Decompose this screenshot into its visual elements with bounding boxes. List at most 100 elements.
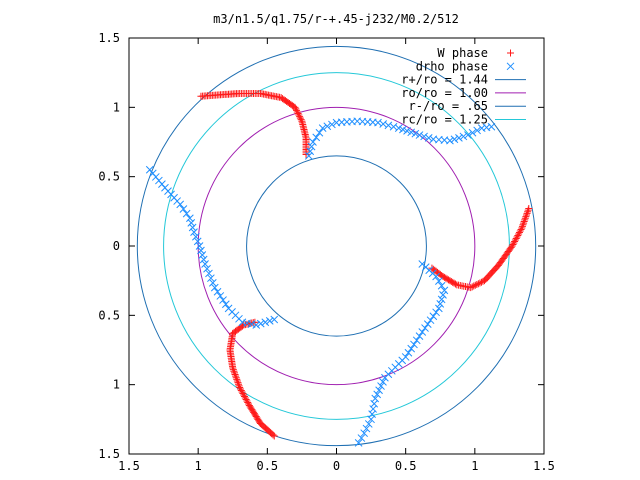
y-tick-label-4: 0.5 (98, 308, 120, 322)
series-1-arm-2-point-20 (203, 264, 211, 273)
series-1-arm-1-point-21 (407, 344, 416, 353)
series-1-arm-1-point-4 (432, 272, 440, 281)
series-1-arm-2-point-4 (252, 321, 261, 329)
series-1-arm-2-point-12 (221, 300, 230, 309)
series-0-arm-0-point-63 (294, 109, 302, 117)
series-1-arm-0-point-5 (315, 128, 324, 137)
series-0-arm-1-point-53 (476, 279, 484, 287)
series-1-arm-0-point-36 (464, 131, 472, 139)
series-1-arm-1-point-7 (440, 286, 449, 295)
series-1-arm-0-point-27 (420, 132, 428, 141)
series-0-arm-2-point-31 (240, 391, 248, 399)
series-1-arm-2-point-19 (205, 269, 213, 278)
series-1-arm-1-point-19 (412, 336, 421, 345)
series-0-arm-2-point-40 (233, 377, 241, 385)
reference-circles (136, 45, 537, 447)
series-1-arm-0-point-19 (384, 121, 393, 130)
series-0-arm-2-point-32 (239, 389, 247, 397)
series-1-arm-0-point-24 (407, 128, 416, 137)
series-1-arm-2-point-26 (193, 237, 202, 246)
series-0-arm-0-point-62 (293, 108, 301, 116)
series-1-arm-2-point-44 (145, 165, 154, 174)
series-0-arm-0-point-60 (292, 105, 300, 113)
series-1-arm-2-point-29 (188, 223, 197, 232)
series-1-arm-0-point-3 (309, 138, 317, 146)
series-0-arm-2-point-37 (235, 382, 243, 390)
series-1-arm-2-point-21 (201, 260, 209, 268)
series-1-arm-1-point-10 (436, 300, 445, 308)
series-0-arm-2-point-35 (236, 385, 244, 393)
series-1-arm-0-point-26 (415, 131, 424, 139)
series-1-arm-0-point-34 (455, 133, 463, 142)
series-0-arm-0-point-61 (293, 106, 301, 114)
series-0-arm-1-point-3 (523, 209, 531, 217)
series-1-arm-1-point-20 (410, 340, 418, 349)
series-1-arm-0-point-37 (468, 128, 477, 137)
series-0-arm-1-point-19 (512, 234, 520, 242)
series-1-arm-1-point-32 (375, 386, 383, 395)
legend-label-2: r+/ro = 1.44 (401, 73, 488, 87)
series-0-arm-1-point-6 (521, 214, 529, 222)
circle-0 (136, 45, 537, 447)
series-0-arm-1-point-9 (520, 219, 528, 227)
y-tick-label-2: 0.5 (98, 170, 120, 184)
series-0-arm-2-point-24 (245, 401, 253, 409)
series-1-arm-2-point-16 (210, 283, 219, 292)
series-1-arm-2-point-28 (190, 228, 198, 236)
series-0-arm-0-point-65 (296, 113, 304, 121)
series-0-arm-1-point-56 (471, 281, 479, 289)
series-0-arm-2-point-25 (245, 400, 253, 408)
legend-label-3: ro/ro = 1.00 (401, 86, 488, 100)
series-0-arm-1-point-11 (518, 222, 526, 230)
x-tick-label-3: 0 (333, 459, 340, 473)
series-1-arm-0-point-8 (328, 120, 336, 129)
series-0-arm-2-point-39 (234, 379, 242, 387)
series-1-arm-1-point-13 (429, 312, 438, 321)
series-1-arm-0-point-32 (446, 136, 454, 145)
series-0-arm-1-point-7 (521, 216, 529, 224)
series-0-arm-1-point-12 (518, 224, 526, 232)
series-1-arm-1-point-18 (415, 332, 424, 340)
series-0-arm-2-point-44 (231, 370, 239, 378)
series-1-arm-0-point-4 (312, 133, 321, 142)
series-1-arm-2-point-32 (182, 209, 191, 218)
series-1-arm-1-point-40 (362, 424, 371, 433)
series-0-arm-2-point-41 (233, 375, 241, 383)
series-1-arm-0-point-17 (374, 118, 382, 127)
series-0 (197, 89, 533, 440)
series-0-arm-1-point-16 (515, 230, 523, 238)
series-0-arm-2-point-28 (242, 395, 250, 403)
series-1-arm-1-point-30 (379, 378, 387, 386)
series-0-arm-2-point-36 (236, 383, 244, 391)
series-1-arm-1-point-6 (437, 281, 446, 290)
y-tick-label-5: 1 (113, 378, 120, 392)
series-0-arm-2-point-27 (243, 397, 251, 405)
series-0-arm-2-point-45 (230, 369, 238, 377)
series-1-arm-1-point-5 (435, 277, 443, 285)
series-0-arm-1-point-84 (429, 265, 437, 273)
series-0-arm-1-point-10 (519, 221, 527, 229)
series-layer (145, 89, 533, 447)
series-0-arm-1-point-4 (522, 211, 530, 219)
y-tick-label-6: 1.5 (98, 447, 120, 461)
series-1-arm-1-point-9 (437, 295, 446, 304)
series-1-arm-0-point-22 (399, 125, 407, 134)
series-1-arm-2-point-14 (216, 292, 225, 300)
series-0-arm-2-point-46 (230, 367, 238, 375)
series-0-arm-1-point-23 (509, 240, 517, 248)
series-1-arm-2-point-23 (198, 251, 207, 259)
legend-label-0: W phase (437, 46, 488, 60)
series-1-arm-2-point-17 (208, 279, 217, 287)
series-1-arm-1-point-22 (404, 348, 413, 357)
legend-label-5: rc/ro = 1.25 (401, 113, 488, 127)
series-1-arm-0-point-28 (424, 133, 433, 142)
series-0-arm-2-point-38 (235, 380, 243, 388)
series-0-arm-1-point-21 (511, 237, 519, 245)
series-1-arm-0-point-20 (389, 122, 398, 131)
series-1-arm-1-point-14 (426, 316, 435, 325)
series-1-arm-2-point-18 (207, 274, 215, 283)
series-1-arm-0-point-7 (323, 122, 332, 131)
series-0-arm-1-point-54 (474, 280, 482, 288)
axis-ticks: 1.5 1 0.5 0 0.5 1 1.51.510.500.511.5 (98, 31, 555, 473)
